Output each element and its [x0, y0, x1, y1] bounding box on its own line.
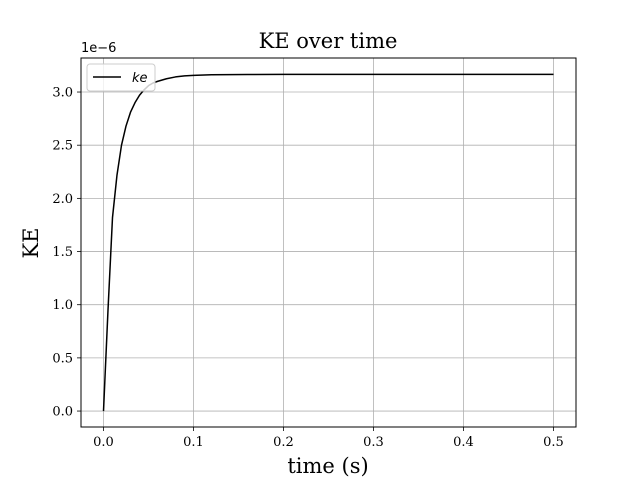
- y-tick-label: 1.5: [52, 245, 73, 260]
- x-tick-label: 0.2: [273, 435, 294, 450]
- y-axis: 0.0 0.5 1.0 1.5 2.0 2.5 3.0: [52, 86, 81, 420]
- legend-label-ke: ke: [132, 71, 148, 86]
- x-axis-label: time (s): [287, 454, 368, 478]
- y-tick-label: 2.0: [52, 192, 73, 207]
- x-tick-label: 0.5: [543, 435, 564, 450]
- y-axis-offset-label: 1e−6: [81, 41, 116, 56]
- chart-title: KE over time: [259, 29, 398, 53]
- x-tick-label: 0.0: [93, 435, 114, 450]
- y-tick-label: 0.5: [52, 351, 73, 366]
- y-axis-label: KE: [19, 227, 43, 258]
- y-tick-label: 3.0: [52, 86, 73, 101]
- x-tick-label: 0.1: [183, 435, 204, 450]
- x-tick-label: 0.3: [363, 435, 384, 450]
- y-tick-label: 1.0: [52, 298, 73, 313]
- x-axis: 0.0 0.1 0.2 0.3 0.4 0.5: [93, 427, 564, 450]
- y-tick-label: 2.5: [52, 139, 73, 154]
- grid: [81, 58, 576, 427]
- legend: ke: [86, 63, 156, 92]
- series-layer: [102, 73, 554, 412]
- x-tick-label: 0.4: [453, 435, 474, 450]
- y-tick-label: 0.0: [52, 405, 73, 420]
- plot-frame: [80, 57, 577, 428]
- series-line-ke: [102, 73, 554, 412]
